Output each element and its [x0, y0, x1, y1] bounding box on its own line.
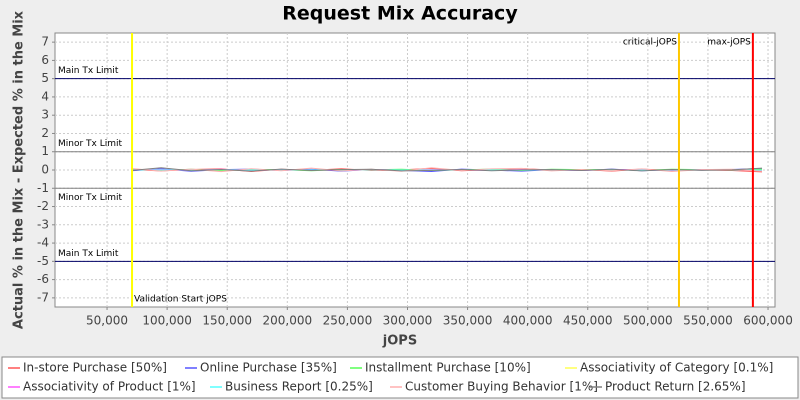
y-tick-label: -4 — [37, 236, 49, 250]
marker-label: max-jOPS — [707, 38, 751, 48]
x-tick-label: 200,000 — [262, 314, 312, 328]
x-tick-label: 50,000 — [86, 314, 128, 328]
y-tick-label: 1 — [41, 144, 49, 158]
x-tick-label: 100,000 — [142, 314, 192, 328]
legend-label: Online Purchase [35%] — [200, 361, 337, 375]
y-tick-label: 4 — [41, 89, 49, 103]
x-tick-label: 300,000 — [383, 314, 433, 328]
y-tick-label: 6 — [41, 53, 49, 67]
y-tick-label: 0 — [41, 163, 49, 177]
legend-label: Installment Purchase [10%] — [365, 361, 531, 375]
legend-label: Associativity of Product [1%] — [23, 380, 196, 394]
x-axis-label: jOPS — [382, 334, 417, 349]
marker-label: Validation Start jOPS — [134, 295, 227, 305]
legend-label: Associativity of Category [0.1%] — [580, 361, 773, 375]
limit-label: Minor Tx Limit — [58, 139, 123, 149]
x-tick-label: 150,000 — [202, 314, 252, 328]
limit-label: Main Tx Limit — [58, 249, 119, 259]
y-tick-label: -6 — [37, 272, 49, 286]
y-tick-label: 3 — [41, 108, 49, 122]
y-tick-label: -2 — [37, 199, 49, 213]
x-tick-label: 450,000 — [563, 314, 613, 328]
x-tick-label: 550,000 — [683, 314, 733, 328]
x-tick-label: 600,000 — [743, 314, 793, 328]
y-axis-label: Actual % in the Mix - Expected % in the … — [12, 10, 27, 329]
y-tick-label: -3 — [37, 217, 49, 231]
y-tick-label: -7 — [37, 290, 49, 304]
x-tick-label: 500,000 — [623, 314, 673, 328]
legend-label: In-store Purchase [50%] — [23, 361, 167, 375]
y-tick-label: -5 — [37, 254, 49, 268]
y-tick-label: 2 — [41, 126, 49, 140]
chart-title: Request Mix Accuracy — [282, 3, 518, 25]
y-tick-label: 7 — [41, 35, 49, 49]
limit-label: Main Tx Limit — [58, 66, 119, 76]
y-tick-label: -1 — [37, 181, 49, 195]
legend — [1, 356, 799, 399]
legend-label: Business Report [0.25%] — [225, 380, 373, 394]
x-tick-label: 350,000 — [443, 314, 493, 328]
legend-label: Customer Buying Behavior [1%] — [405, 380, 598, 394]
legend-label: Product Return [2.65%] — [605, 380, 746, 394]
series-line — [131, 167, 763, 172]
limit-label: Minor Tx Limit — [58, 193, 123, 203]
x-tick-label: 250,000 — [323, 314, 373, 328]
y-tick-label: 5 — [41, 71, 49, 85]
marker-label: critical-jOPS — [623, 38, 677, 48]
x-tick-label: 400,000 — [503, 314, 553, 328]
